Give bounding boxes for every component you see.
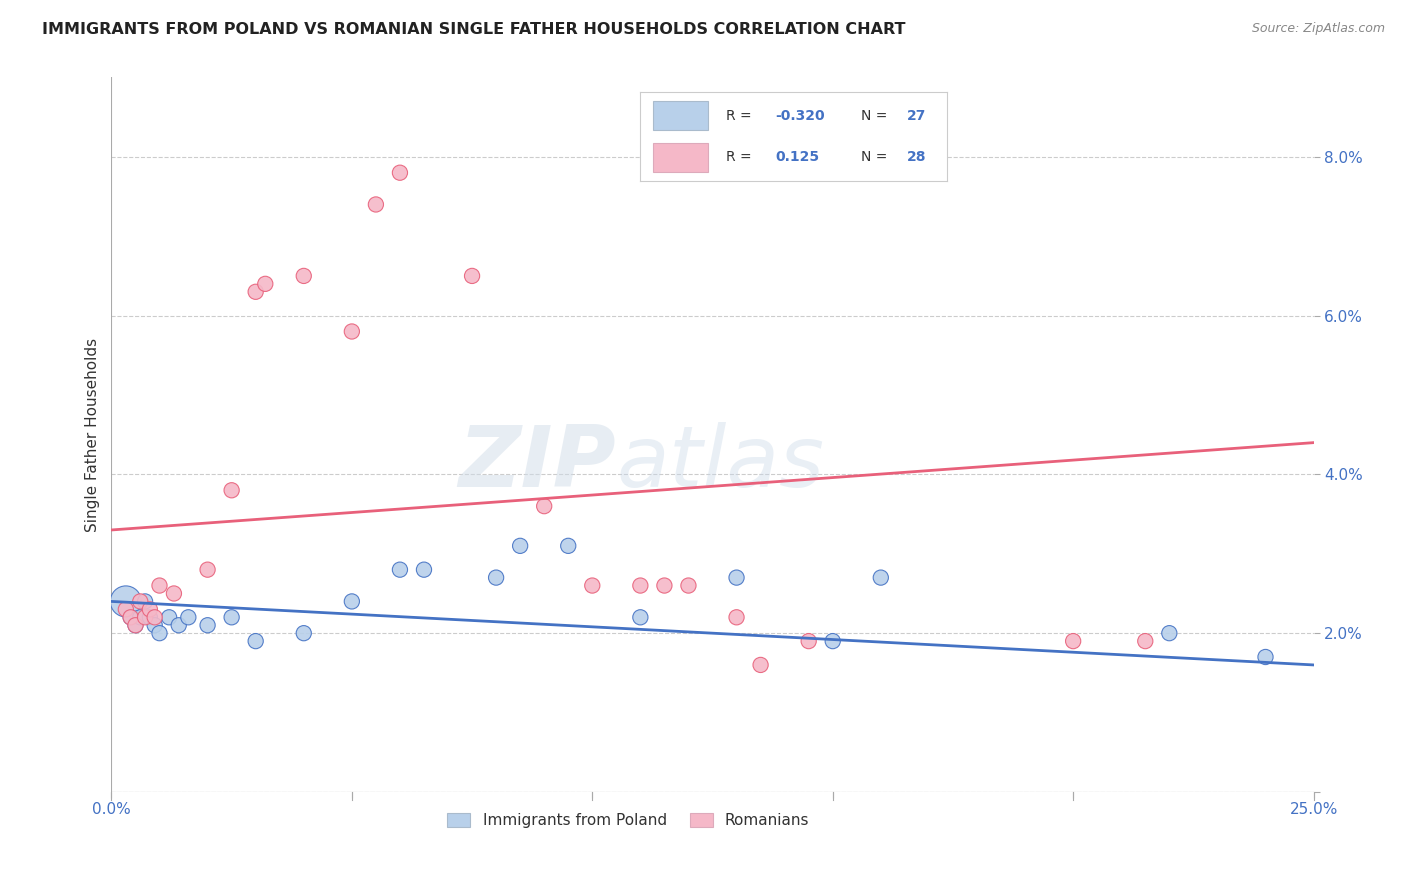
Point bbox=[143, 610, 166, 624]
Point bbox=[364, 197, 387, 211]
Point bbox=[120, 610, 142, 624]
Point bbox=[388, 563, 411, 577]
Point bbox=[509, 539, 531, 553]
Point bbox=[197, 618, 219, 632]
Point bbox=[115, 594, 138, 608]
Point bbox=[124, 618, 146, 632]
Point bbox=[124, 618, 146, 632]
Point bbox=[245, 634, 267, 648]
Point bbox=[163, 586, 186, 600]
Point bbox=[245, 285, 267, 299]
Point bbox=[749, 657, 772, 672]
Point bbox=[1062, 634, 1084, 648]
Point bbox=[139, 602, 162, 616]
Point bbox=[1254, 650, 1277, 665]
Point bbox=[134, 594, 156, 608]
Text: Source: ZipAtlas.com: Source: ZipAtlas.com bbox=[1251, 22, 1385, 36]
Point bbox=[557, 539, 579, 553]
Point bbox=[129, 610, 152, 624]
Y-axis label: Single Father Households: Single Father Households bbox=[86, 338, 100, 532]
Point bbox=[148, 626, 170, 640]
Text: IMMIGRANTS FROM POLAND VS ROMANIAN SINGLE FATHER HOUSEHOLDS CORRELATION CHART: IMMIGRANTS FROM POLAND VS ROMANIAN SINGL… bbox=[42, 22, 905, 37]
Point bbox=[1159, 626, 1181, 640]
Point bbox=[340, 594, 363, 608]
Point bbox=[139, 610, 162, 624]
Legend: Immigrants from Poland, Romanians: Immigrants from Poland, Romanians bbox=[441, 807, 815, 834]
Point bbox=[485, 571, 508, 585]
Point bbox=[413, 563, 436, 577]
Point bbox=[134, 610, 156, 624]
Point bbox=[725, 571, 748, 585]
Point bbox=[581, 578, 603, 592]
Point bbox=[120, 610, 142, 624]
Point bbox=[797, 634, 820, 648]
Point bbox=[157, 610, 180, 624]
Point bbox=[148, 578, 170, 592]
Point bbox=[654, 578, 676, 592]
Point bbox=[254, 277, 277, 291]
Point bbox=[221, 483, 243, 498]
Point bbox=[167, 618, 190, 632]
Point bbox=[628, 610, 651, 624]
Text: ZIP: ZIP bbox=[458, 422, 616, 505]
Point bbox=[628, 578, 651, 592]
Point bbox=[115, 602, 138, 616]
Point bbox=[388, 166, 411, 180]
Point bbox=[869, 571, 891, 585]
Point bbox=[821, 634, 844, 648]
Point bbox=[1135, 634, 1157, 648]
Point bbox=[461, 268, 484, 283]
Text: atlas: atlas bbox=[616, 422, 824, 505]
Point bbox=[678, 578, 700, 592]
Point bbox=[177, 610, 200, 624]
Point bbox=[143, 618, 166, 632]
Point bbox=[340, 325, 363, 339]
Point bbox=[292, 268, 315, 283]
Point bbox=[221, 610, 243, 624]
Point bbox=[533, 499, 555, 513]
Point bbox=[725, 610, 748, 624]
Point bbox=[129, 594, 152, 608]
Point bbox=[292, 626, 315, 640]
Point bbox=[197, 563, 219, 577]
